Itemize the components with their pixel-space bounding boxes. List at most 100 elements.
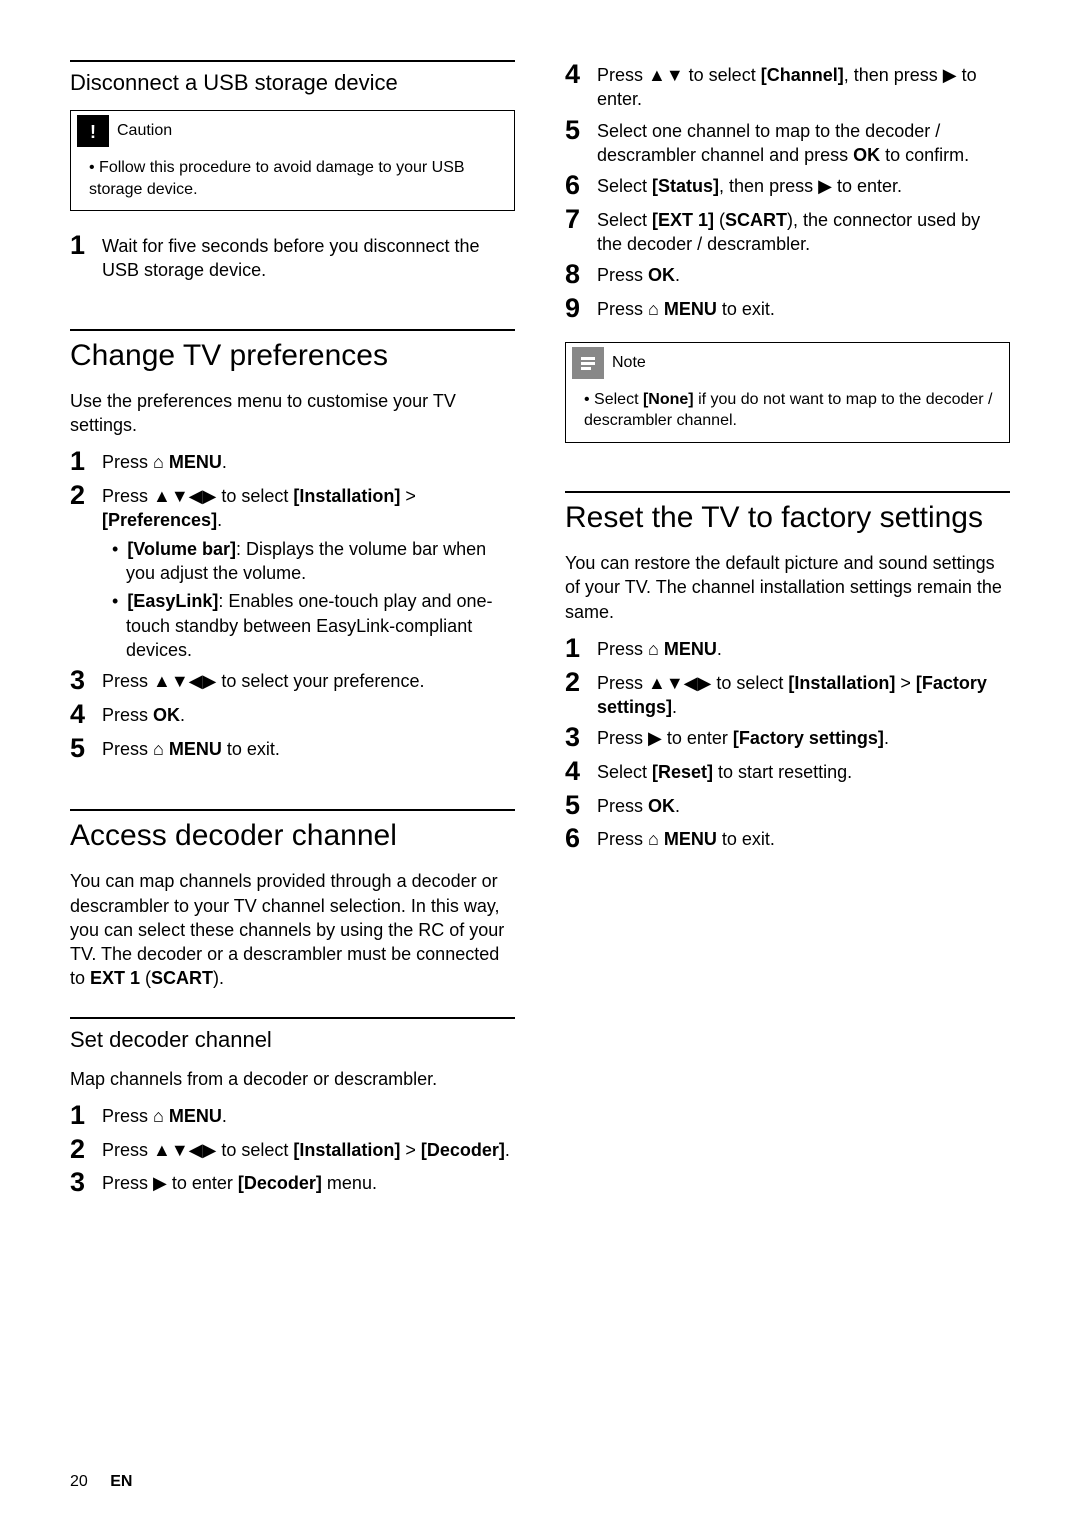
t: Press [102,739,153,759]
t: to exit. [717,829,775,849]
note-head: Note [566,343,1009,383]
t: [None] [643,391,694,408]
step-number: 2 [70,1135,102,1165]
step-number: 9 [565,294,597,324]
t: [EXT 1] [652,210,714,230]
step-text: Press OK. [597,791,680,818]
step-number: 2 [565,668,597,698]
step: 5 Press ⌂ MENU to exit. [70,734,515,764]
t: MENU [659,639,717,659]
t: [Decoder] [238,1173,322,1193]
t: Press [597,299,648,319]
t: OK [153,705,180,725]
page-number: 20 [70,1473,88,1490]
step: 2 Press ▲▼◀▶ to select [Installation] > … [70,481,515,662]
intro-text: Use the preferences menu to customise yo… [70,389,515,438]
t: Press [597,796,648,816]
step-number: 4 [565,757,597,787]
caution-body: Follow this procedure to avoid damage to… [71,151,514,210]
step-text: Press ▲▼◀▶ to select your preference. [102,666,424,693]
t: [Status] [652,176,719,196]
step: 3 Press ▶ to enter [Decoder] menu. [70,1168,515,1198]
t: . [672,697,677,717]
home-icon: ⌂ [153,739,164,759]
step: 2 Press ▲▼◀▶ to select [Installation] > … [70,1135,515,1165]
t: Select [597,762,652,782]
step: 6 Select [Status], then press ▶ to enter… [565,171,1010,201]
step: 1 Press ⌂ MENU. [70,1101,515,1131]
t: MENU [164,739,222,759]
t: Press [102,671,153,691]
t: [Installation] [293,486,400,506]
t: MENU [659,829,717,849]
step-text: Select [Reset] to start resetting. [597,757,852,784]
t: ( [140,968,151,988]
t: [Installation] [788,673,895,693]
step-number: 8 [565,260,597,290]
home-icon: ⌂ [153,452,164,472]
step-text: Press ▶ to enter [Decoder] menu. [102,1168,377,1195]
t: to exit. [222,739,280,759]
arrow-icon: ▶ [153,1173,167,1193]
step-number: 3 [70,1168,102,1198]
step-number: 5 [565,791,597,821]
t: Press [102,705,153,725]
step: 6 Press ⌂ MENU to exit. [565,824,1010,854]
t: MENU [659,299,717,319]
t: to enter [662,728,733,748]
t: [Channel] [761,65,844,85]
step-number: 1 [70,1101,102,1131]
right-column: 4 Press ▲▼ to select [Channel], then pre… [565,60,1010,1216]
step: 4 Press OK. [70,700,515,730]
step-text: Press ▶ to enter [Factory settings]. [597,723,889,750]
arrow-icon: ▶ [943,65,957,85]
t: . [222,1106,227,1126]
step: 1 Press ⌂ MENU. [70,447,515,477]
arrow-icon: ▶ [648,728,662,748]
step-text: Press OK. [102,700,185,727]
section-title: Reset the TV to factory settings [565,501,1010,535]
arrow-icon: ▶ [818,176,832,196]
language-code: EN [110,1473,132,1490]
note-text: Select [None] if you do not want to map … [584,389,999,432]
t: , then press [844,65,943,85]
section-title: Change TV preferences [70,339,515,373]
t: to start resetting. [713,762,852,782]
t: . [675,265,680,285]
step-number: 4 [70,700,102,730]
caution-head: ! Caution [71,111,514,151]
note-box: Note Select [None] if you do not want to… [565,342,1010,443]
arrow-icons: ▲▼◀▶ [153,1140,216,1160]
step-number: 3 [565,723,597,753]
step: 3 Press ▶ to enter [Factory settings]. [565,723,1010,753]
t: menu. [322,1173,377,1193]
steps: 1 Press ⌂ MENU. 2 Press ▲▼◀▶ to select [… [70,447,515,763]
t: EXT 1 [90,968,140,988]
steps: 4 Press ▲▼ to select [Channel], then pre… [565,60,1010,324]
t: . [717,639,722,659]
step-text: Press ▲▼◀▶ to select [Installation] > [P… [102,481,515,662]
step-text: Press ⌂ MENU. [597,634,722,661]
step-number: 4 [565,60,597,90]
intro-text: You can restore the default picture and … [565,551,1010,624]
rule [565,491,1010,493]
step: 5 Press OK. [565,791,1010,821]
t: OK [853,145,880,165]
t: Press [597,265,648,285]
step-text: Press ⌂ MENU. [102,1101,227,1128]
step: 4 Select [Reset] to start resetting. [565,757,1010,787]
t: to exit. [717,299,775,319]
note-icon [572,347,604,379]
t: to enter [167,1173,238,1193]
t: MENU [164,1106,222,1126]
step-text: Press ⌂ MENU to exit. [102,734,280,761]
substep: [Volume bar]: Displays the volume bar wh… [102,537,515,586]
caution-text: Follow this procedure to avoid damage to… [89,157,504,200]
step-text: Select [Status], then press ▶ to enter. [597,171,902,198]
t: > [400,1140,421,1160]
step-number: 7 [565,205,597,235]
t: . [180,705,185,725]
home-icon: ⌂ [153,1106,164,1126]
step-text: Press ⌂ MENU. [102,447,227,474]
t: to select [711,673,788,693]
